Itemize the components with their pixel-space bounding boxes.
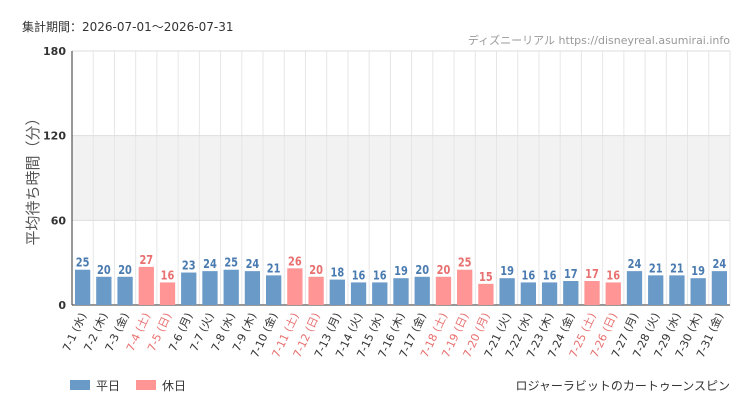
bar-value-label: 25: [224, 256, 238, 270]
bar: [499, 278, 515, 305]
bar: [414, 276, 430, 305]
bar: [266, 275, 282, 305]
bar-value-label: 20: [118, 263, 132, 277]
bar: [711, 271, 728, 305]
bar-value-label: 25: [76, 256, 90, 270]
source-label: ディズニーリアル https://disneyreal.asumirai.inf…: [468, 33, 730, 47]
bar: [563, 281, 579, 305]
bar-value-label: 19: [394, 264, 408, 278]
bar: [287, 268, 303, 305]
bar: [669, 275, 685, 305]
y-axis-label: 平均待ち時間（分）: [24, 110, 42, 245]
bar: [584, 281, 600, 305]
y-tick-label: 60: [51, 214, 67, 227]
bar: [605, 282, 621, 305]
bar: [435, 276, 452, 305]
bar-value-label: 15: [479, 270, 493, 284]
bar-value-label: 19: [500, 264, 514, 278]
y-tick-label: 0: [58, 299, 66, 312]
bar-value-label: 25: [458, 256, 472, 270]
legend-swatch-weekday: [70, 380, 90, 390]
bar-value-label: 16: [352, 268, 366, 282]
bar: [372, 282, 388, 305]
y-tick-label: 120: [43, 130, 66, 143]
legend: 平日 休日: [70, 379, 186, 393]
attraction-label: ロジャーラビットのカートゥーンスピン: [515, 379, 730, 393]
y-band-0: [72, 135, 730, 221]
bar-value-label: 27: [139, 253, 153, 267]
y-tick-label: 180: [43, 45, 66, 58]
legend-label-holiday: 休日: [162, 379, 186, 393]
bar-value-label: 18: [330, 266, 344, 280]
bar-value-label: 16: [373, 268, 387, 282]
bar-value-label: 21: [670, 261, 684, 275]
bar: [244, 271, 261, 305]
bar-value-label: 21: [267, 261, 281, 275]
bar-value-label: 16: [161, 268, 175, 282]
bar: [138, 266, 154, 305]
bar-value-label: 24: [246, 257, 260, 271]
bar-value-label: 20: [415, 263, 429, 277]
bar: [690, 278, 706, 305]
bar-value-label: 16: [522, 268, 536, 282]
bar: [181, 272, 197, 305]
period-label: 集計期間：2026-07-01～2026-07-31: [22, 19, 233, 34]
bar: [223, 269, 239, 305]
bar: [541, 282, 558, 305]
bar: [626, 271, 643, 305]
bar-value-label: 24: [628, 257, 642, 271]
bar-value-label: 24: [713, 257, 727, 271]
bar-value-label: 16: [543, 268, 557, 282]
bar: [350, 282, 367, 305]
bar: [308, 276, 324, 305]
bar-value-label: 20: [97, 263, 111, 277]
bar: [117, 276, 133, 305]
bar: [393, 278, 409, 305]
bar-value-label: 26: [288, 254, 302, 268]
legend-label-weekday: 平日: [96, 379, 120, 393]
bar-value-label: 16: [606, 268, 620, 282]
bar: [520, 282, 536, 305]
bar: [96, 276, 112, 305]
bar-value-label: 20: [437, 263, 451, 277]
bar: [74, 269, 91, 305]
bar-value-label: 21: [649, 261, 663, 275]
bar-value-label: 17: [585, 267, 599, 281]
bar-value-label: 19: [691, 264, 705, 278]
bar-value-label: 24: [203, 257, 217, 271]
bar: [329, 279, 345, 305]
bar: [202, 271, 218, 305]
bar: [159, 282, 176, 305]
bar-value-label: 23: [182, 259, 196, 273]
bar-value-label: 20: [309, 263, 323, 277]
bar: [648, 275, 664, 305]
bar: [457, 269, 473, 305]
bar: [478, 283, 494, 305]
legend-swatch-holiday: [136, 380, 156, 390]
bar-value-label: 17: [564, 267, 578, 281]
